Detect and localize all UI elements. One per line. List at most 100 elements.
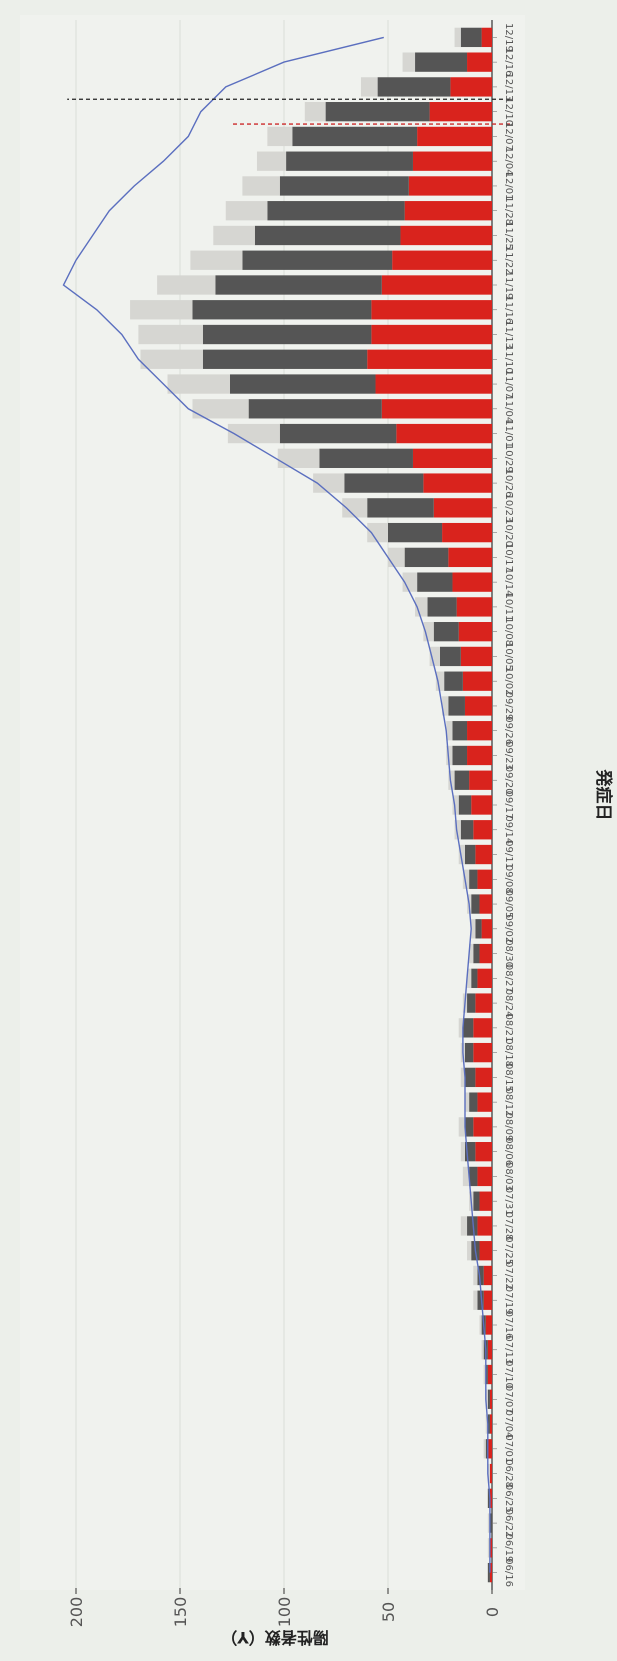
x-tick-label: 11/01 [503,419,514,448]
bar-segment-series-2 [485,1364,488,1385]
bar-segment-series-2 [417,572,453,592]
x-tick-label: 08/21 [503,1013,514,1042]
x-tick-label: 09/11 [503,840,514,869]
bar-segment-series-3 [429,646,440,667]
bar-segment-series-3 [485,1389,488,1409]
bar-segment-series-1 [487,1340,492,1360]
y-tick-label: 0 [483,1607,502,1617]
bar-segment-series-1 [467,721,492,741]
bar-segment-series-2 [325,102,430,122]
bar-segment-series-2 [485,1439,488,1459]
bar-segment-series-2 [319,448,413,468]
bar-segment-series-3 [462,1166,470,1187]
bar-segment-series-3 [130,300,193,320]
bar-segment-series-2 [367,498,434,518]
x-tick-label: 09/26 [503,716,514,745]
bar-segment-series-2 [487,1488,490,1508]
bar-segment-series-1 [429,102,492,122]
bar-segment-series-3 [442,696,449,716]
x-tick-label: 09/02 [503,914,514,943]
bar-segment-series-1 [412,448,492,468]
bar-segment-series-3 [267,126,293,147]
x-tick-label: 11/16 [503,295,514,324]
bar-segment-series-2 [433,622,459,642]
bar-segment-series-2 [469,1166,478,1187]
bar-segment-series-1 [442,522,492,543]
bar-segment-series-3 [460,1216,468,1236]
bar-segment-series-2 [467,993,476,1013]
bar-segment-series-1 [479,1191,492,1211]
bar-segment-series-1 [477,1166,492,1187]
bar-segment-series-2 [452,721,468,741]
bar-segment-series-1 [371,324,492,345]
trend-line [62,36,491,1573]
bar-segment-series-1 [467,52,492,72]
bar-segment-series-2 [477,1265,484,1286]
bar-segment-series-1 [479,943,492,964]
bar-segment-series-1 [489,1389,492,1409]
bar-segment-series-3 [467,1241,472,1261]
bar-segment-series-2 [229,374,376,394]
bar-segment-series-3 [487,1513,490,1533]
bar-segment-series-3 [402,572,418,592]
bar-segment-series-3 [481,1340,484,1360]
bar-segment-series-3 [471,919,476,939]
x-tick-label: 08/30 [503,939,514,968]
x-tick-label: 09/20 [503,766,514,795]
bar-segment-series-3 [277,448,320,468]
bar-segment-series-1 [375,374,492,394]
bar-segment-series-2 [487,1414,490,1434]
y-tick-label: 150 [171,1597,190,1628]
bar-segment-series-2 [286,151,413,171]
x-tick-label: 07/25 [503,1236,514,1265]
x-tick-label: 06/25 [503,1484,514,1513]
bar-segment-series-1 [408,176,492,196]
x-tick-label: 11/13 [503,320,514,349]
bar-segment-series-1 [433,498,492,518]
bar-segment-series-3 [190,250,243,270]
bar-segment-series-2 [415,52,468,72]
x-tick-label: 12/19 [503,23,514,52]
bar-segment-series-3 [487,1538,490,1558]
bar-segment-series-1 [485,1315,492,1335]
x-tick-label: 07/19 [503,1286,514,1315]
x-tick-label: 12/10 [503,97,514,126]
bar-segment-series-2 [467,1216,478,1236]
x-tick-label: 11/25 [503,221,514,250]
bar-segment-series-3 [473,1265,478,1286]
bar-segment-series-1 [487,1439,492,1459]
bar-segment-series-1 [396,423,492,444]
bar-segment-series-3 [458,1018,463,1038]
bar-segment-series-1 [483,1265,492,1286]
bar-segment-series-2 [475,919,482,939]
bar-segment-series-1 [475,844,492,865]
bar-segment-series-3 [138,324,203,345]
bar-segment-series-3 [140,349,203,369]
bar-segment-series-2 [464,1042,474,1063]
bar-segment-series-2 [471,894,480,914]
x-tick-label: 11/19 [503,271,514,300]
bar-segment-series-3 [213,225,255,246]
bar-segment-series-3 [458,844,465,865]
x-tick-label: 12/16 [503,48,514,77]
bar-segment-series-3 [388,547,405,568]
bar-segment-series-2 [444,671,463,691]
bar-segment-series-2 [242,250,393,270]
bar-segment-series-2 [473,943,480,964]
bar-segment-series-1 [473,820,492,840]
bar-segment-series-2 [279,176,409,196]
bar-segment-series-1 [448,547,492,568]
bar-segment-series-2 [448,696,465,716]
bar-segment-series-1 [489,1488,492,1508]
bar-segment-series-3 [242,176,280,196]
x-tick-label: 09/05 [503,890,514,919]
y-tick-label: 100 [275,1597,294,1628]
bar-segment-series-3 [487,1463,490,1484]
bar-segment-series-3 [192,399,249,419]
bar-segment-series-1 [400,225,492,246]
x-tick-label: 12/13 [503,72,514,101]
x-tick-label: 08/24 [503,989,514,1018]
x-tick-label: 09/23 [503,741,514,770]
x-tick-label: 10/29 [503,444,514,473]
x-tick-label: 12/04 [503,147,514,176]
